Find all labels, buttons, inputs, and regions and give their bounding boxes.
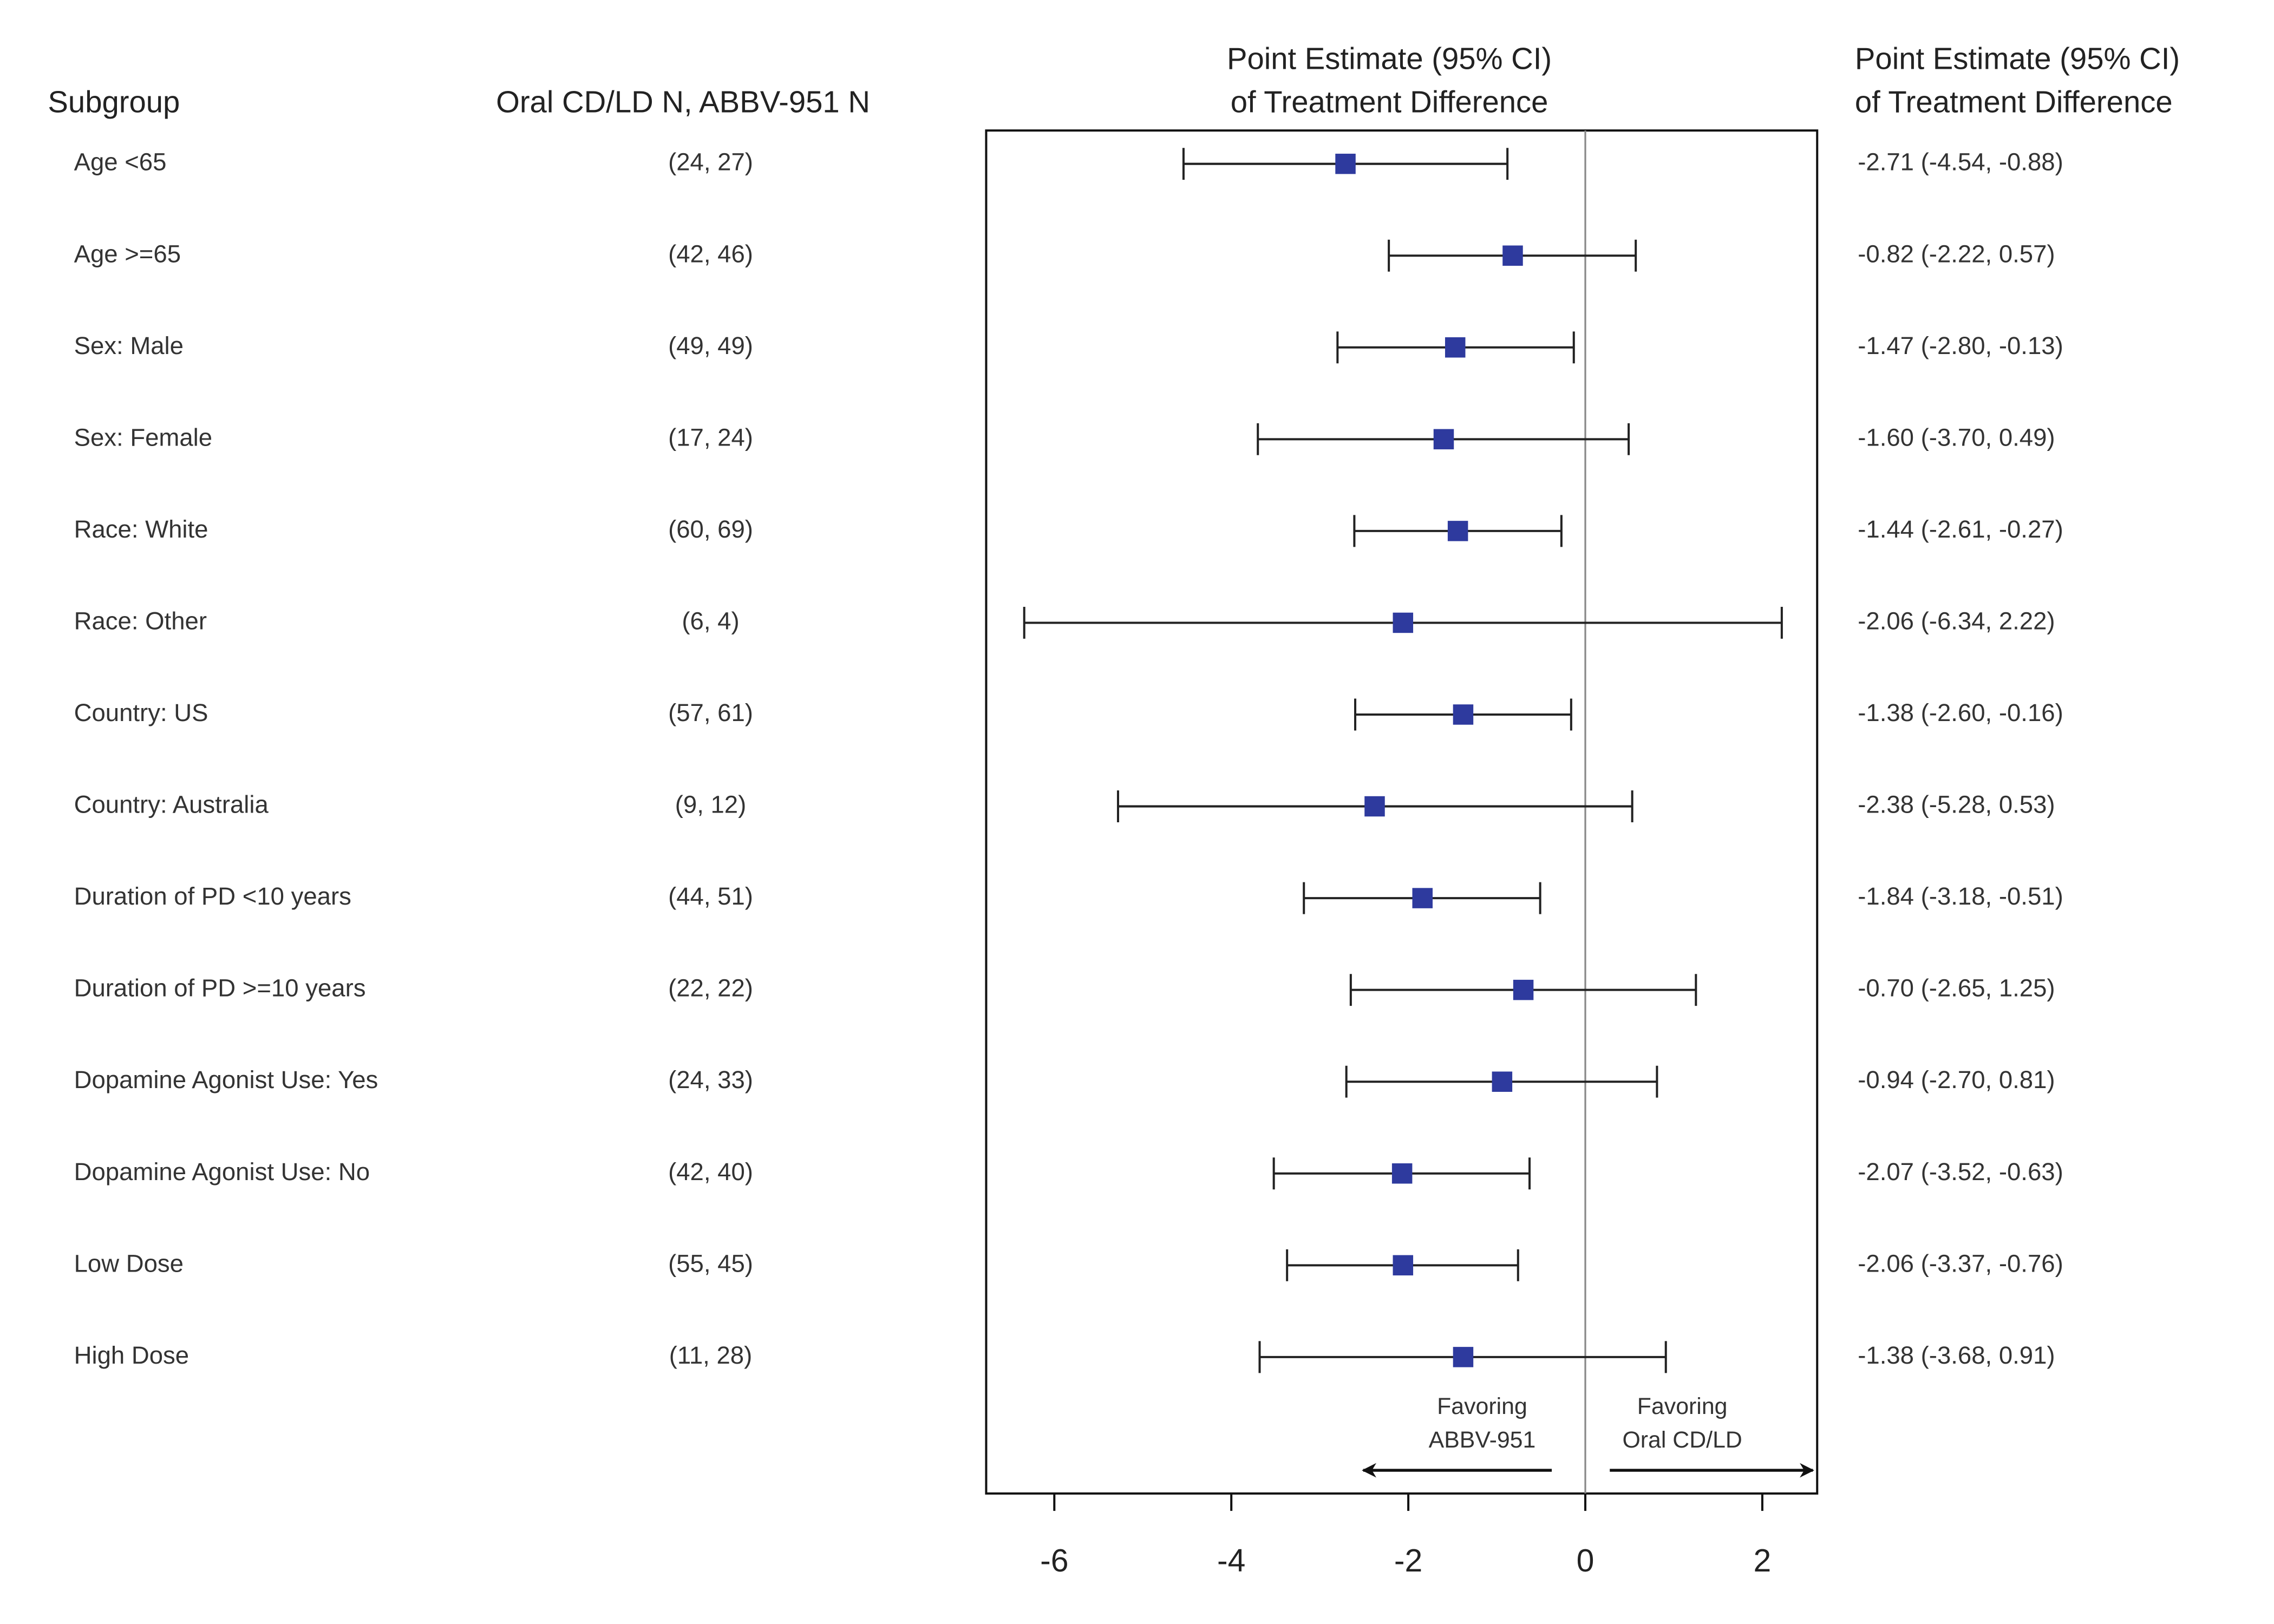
point-estimate [1453, 704, 1474, 725]
n-label: (60, 69) [668, 515, 753, 543]
subgroup-label: Country: Australia [74, 791, 269, 818]
point-estimate [1445, 337, 1466, 358]
estimate-label: -2.71 (-4.54, -0.88) [1858, 148, 2063, 176]
x-tick-label: 0 [1577, 1543, 1595, 1579]
x-tick-label: 2 [1754, 1543, 1772, 1579]
subgroup-label: Dopamine Agonist Use: Yes [74, 1066, 378, 1093]
estimate-label: -0.94 (-2.70, 0.81) [1858, 1066, 2055, 1093]
point-estimate [1393, 612, 1414, 633]
header: Point Estimate (95% CI) [1227, 41, 1552, 75]
n-label: (9, 12) [675, 791, 747, 818]
subgroup-label: Race: Other [74, 607, 207, 634]
point-estimate [1433, 429, 1454, 450]
subgroup-label: Age >=65 [74, 240, 181, 267]
estimate-label: -0.70 (-2.65, 1.25) [1858, 974, 2055, 1002]
point-estimate [1412, 888, 1433, 908]
estimate-label: -1.38 (-2.60, -0.16) [1858, 699, 2063, 726]
point-estimate [1364, 796, 1385, 817]
subgroup-label: Dopamine Agonist Use: No [74, 1158, 370, 1186]
estimate-label: -1.38 (-3.68, 0.91) [1858, 1341, 2055, 1369]
point-estimate [1447, 521, 1468, 541]
subgroup-label: Sex: Female [74, 423, 212, 451]
n-label: (55, 45) [668, 1249, 753, 1277]
n-label: (24, 33) [668, 1066, 753, 1093]
point-estimate [1393, 1255, 1414, 1276]
subgroup-label: High Dose [74, 1341, 190, 1369]
n-label: (11, 28) [669, 1341, 752, 1369]
favoring-label: Oral CD/LD [1622, 1427, 1742, 1453]
subgroup-label: Sex: Male [74, 332, 184, 359]
point-estimate [1335, 153, 1356, 174]
favoring-label: ABBV-951 [1429, 1427, 1536, 1453]
favoring-label: Favoring [1437, 1393, 1527, 1419]
n-label: (42, 46) [668, 240, 753, 267]
favoring-label: Favoring [1637, 1393, 1728, 1419]
n-label: (42, 40) [668, 1158, 753, 1186]
estimate-label: -1.60 (-3.70, 0.49) [1858, 423, 2055, 451]
estimate-label: -1.84 (-3.18, -0.51) [1858, 882, 2063, 910]
subgroup-label: Country: US [74, 699, 208, 726]
n-label: (57, 61) [668, 699, 753, 726]
n-label: (22, 22) [668, 974, 753, 1002]
point-estimate [1453, 1347, 1474, 1367]
estimate-label: -2.06 (-3.37, -0.76) [1858, 1249, 2063, 1277]
estimate-label: -2.38 (-5.28, 0.53) [1858, 791, 2055, 818]
n-label: (17, 24) [668, 423, 753, 451]
subgroup-label: Duration of PD <10 years [74, 882, 351, 910]
subgroup-label: Duration of PD >=10 years [74, 974, 366, 1002]
x-tick-label: -2 [1394, 1543, 1422, 1579]
subgroup-label: Age <65 [74, 148, 167, 176]
header: of Treatment Difference [1231, 85, 1548, 119]
x-tick-label: -6 [1040, 1543, 1068, 1579]
n-label: (6, 4) [682, 607, 739, 634]
n-label: (44, 51) [668, 882, 753, 910]
x-tick-label: -4 [1217, 1543, 1245, 1579]
point-estimate [1391, 1163, 1413, 1184]
header: Point Estimate (95% CI) [1855, 41, 2180, 75]
point-estimate [1513, 979, 1534, 1000]
n-label: (24, 27) [668, 148, 753, 176]
point-estimate [1502, 245, 1523, 266]
estimate-label: -1.47 (-2.80, -0.13) [1858, 332, 2063, 359]
estimate-label: -2.06 (-6.34, 2.22) [1858, 607, 2055, 634]
estimate-label: -2.07 (-3.52, -0.63) [1858, 1158, 2063, 1186]
estimate-label: -1.44 (-2.61, -0.27) [1858, 515, 2063, 543]
subgroup-label: Race: White [74, 515, 208, 543]
header: of Treatment Difference [1855, 85, 2173, 119]
subgroup-label: Low Dose [74, 1249, 184, 1277]
header: Oral CD/LD N, ABBV-951 N [496, 85, 870, 119]
estimate-label: -0.82 (-2.22, 0.57) [1858, 240, 2055, 267]
header: Subgroup [48, 85, 180, 119]
point-estimate [1492, 1071, 1513, 1092]
n-label: (49, 49) [668, 332, 753, 359]
plot-frame [985, 129, 1819, 1495]
